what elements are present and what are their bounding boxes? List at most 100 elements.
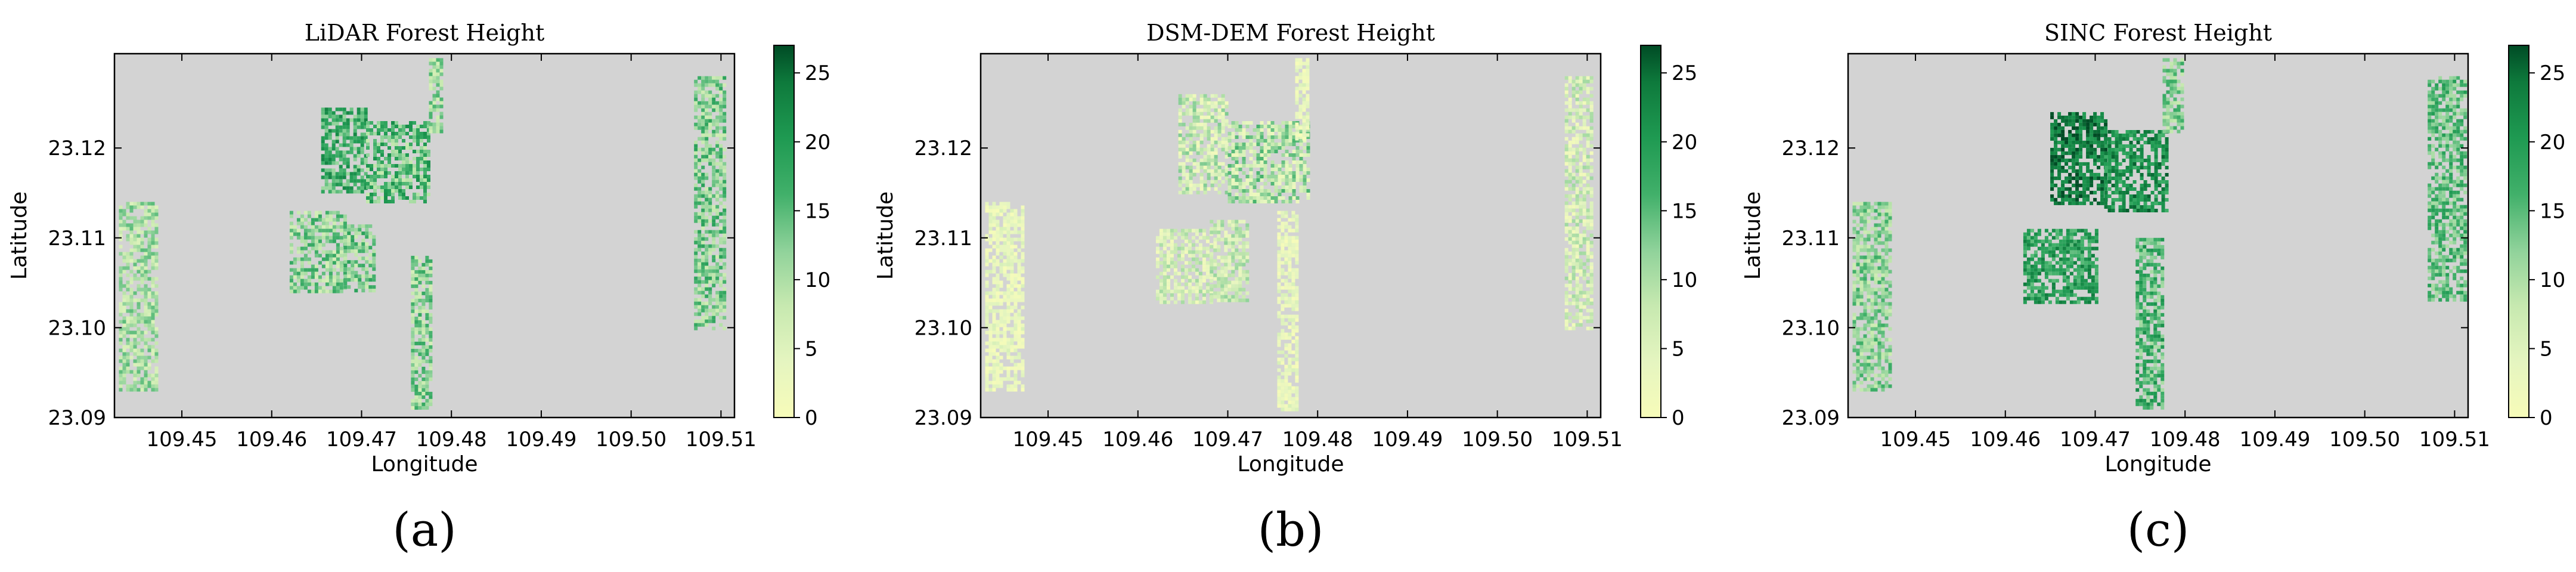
height-cell-1: [1256, 178, 1260, 182]
height-cell-1: [1292, 185, 1296, 189]
height-cell-3: [1213, 291, 1217, 295]
height-cell-0: [2064, 122, 2069, 126]
height-cell-0: [346, 165, 350, 169]
height-cell-7: [119, 302, 123, 306]
height-cell-6: [1564, 226, 1568, 230]
height-cell-1: [1231, 171, 1235, 175]
height-cell-7: [988, 209, 993, 213]
height-cell-4: [1288, 389, 1292, 394]
height-cell-6: [705, 237, 709, 241]
height-cell-6: [1582, 187, 1586, 191]
height-cell-3: [343, 239, 348, 243]
height-cell-1: [1238, 164, 1242, 168]
height-cell-1: [2150, 177, 2155, 180]
height-cell-7: [1021, 359, 1025, 363]
height-cell-6: [719, 323, 723, 327]
height-cell-7: [140, 216, 144, 220]
height-cell-0: [1225, 172, 1229, 177]
height-cell-2: [2059, 232, 2063, 236]
height-cell-7: [137, 316, 141, 320]
height-cell-7: [129, 277, 134, 281]
height-cell-7: [1021, 245, 1025, 249]
height-cell-4: [414, 363, 419, 367]
height-cell-6: [1586, 251, 1590, 255]
height-cell-7: [1013, 370, 1018, 374]
colorbar-tick-label: 15: [1672, 199, 1697, 223]
height-cell-0: [2057, 147, 2062, 151]
height-cell-0: [357, 154, 361, 158]
height-cell-5: [439, 83, 444, 87]
height-cell-6: [1589, 290, 1594, 295]
height-cell-7: [1006, 348, 1010, 353]
height-cell-2: [343, 221, 347, 225]
height-cell-7: [988, 352, 993, 356]
height-cell-7: [1017, 270, 1021, 274]
height-cell-7: [151, 262, 155, 267]
height-cell-1: [409, 160, 413, 164]
height-cell-6: [1579, 265, 1583, 270]
height-cell-0: [1182, 162, 1186, 166]
height-cell-7: [988, 302, 993, 306]
height-cell-1: [1292, 157, 1296, 160]
height-cell-7: [154, 309, 159, 313]
height-cell-1: [2147, 166, 2151, 169]
height-cell-3: [368, 235, 373, 239]
height-cell-2: [318, 286, 322, 290]
height-cell-0: [2104, 119, 2108, 123]
height-cell-1: [1278, 182, 1282, 185]
height-cell-7: [144, 223, 148, 227]
height-cell-0: [2075, 194, 2079, 198]
height-cell-5: [1298, 58, 1303, 62]
height-cell-0: [364, 186, 368, 190]
height-cell-4: [425, 406, 429, 410]
height-cell-7: [999, 280, 1003, 285]
height-cell-0: [2097, 165, 2101, 169]
height-cell-7: [1013, 384, 1018, 388]
height-cell-3: [1224, 255, 1228, 259]
height-cell-7: [151, 245, 155, 249]
height-cell-0: [2075, 137, 2079, 141]
height-cell-3: [1213, 295, 1217, 299]
height-cell-1: [1238, 128, 1242, 132]
height-cell-7: [1021, 212, 1025, 217]
height-cell-0: [2050, 162, 2054, 166]
height-cell-4: [1295, 397, 1299, 401]
height-cell-4: [411, 338, 415, 342]
height-cell-7: [1013, 320, 1018, 324]
height-cell-6: [715, 86, 720, 91]
height-cell-4: [1291, 368, 1295, 372]
height-cell-7: [129, 302, 134, 306]
height-cell-1: [2129, 205, 2133, 209]
height-cell-7: [129, 355, 134, 360]
height-cell-6: [1586, 222, 1590, 227]
height-cell-0: [1221, 97, 1225, 101]
height-cell-7: [999, 363, 1003, 367]
height-cell-6: [698, 176, 702, 180]
height-cell-1: [373, 175, 377, 178]
height-cell-0: [2054, 129, 2058, 134]
height-cell-7: [119, 388, 123, 392]
height-cell-1: [1253, 164, 1257, 168]
height-cell-7: [999, 355, 1003, 360]
height-cell-7: [126, 234, 130, 238]
height-cell-6: [715, 144, 720, 148]
height-cell-1: [2147, 159, 2151, 162]
height-cell-0: [2082, 144, 2087, 148]
height-cell-1: [370, 185, 373, 189]
height-cell-5: [436, 65, 440, 69]
panel-2: 109.45 109.46 109.47 109.48 109.49 109.50 109.…: [873, 20, 1697, 557]
height-cell-6: [1579, 237, 1583, 241]
height-cell-0: [1217, 126, 1222, 130]
height-cell-0: [2050, 115, 2054, 119]
height-cell-1: [1263, 160, 1267, 164]
height-cell-1: [1267, 193, 1271, 196]
height-cell-2: [314, 214, 318, 218]
height-cell-0: [2068, 187, 2072, 191]
height-cell-6: [1586, 280, 1590, 284]
height-cell-1: [2104, 205, 2108, 209]
height-cell-1: [1270, 160, 1275, 164]
height-cell-6: [1579, 287, 1583, 291]
height-cell-0: [2093, 190, 2097, 194]
height-cell-1: [1274, 185, 1278, 189]
height-cell-1: [1242, 150, 1246, 153]
